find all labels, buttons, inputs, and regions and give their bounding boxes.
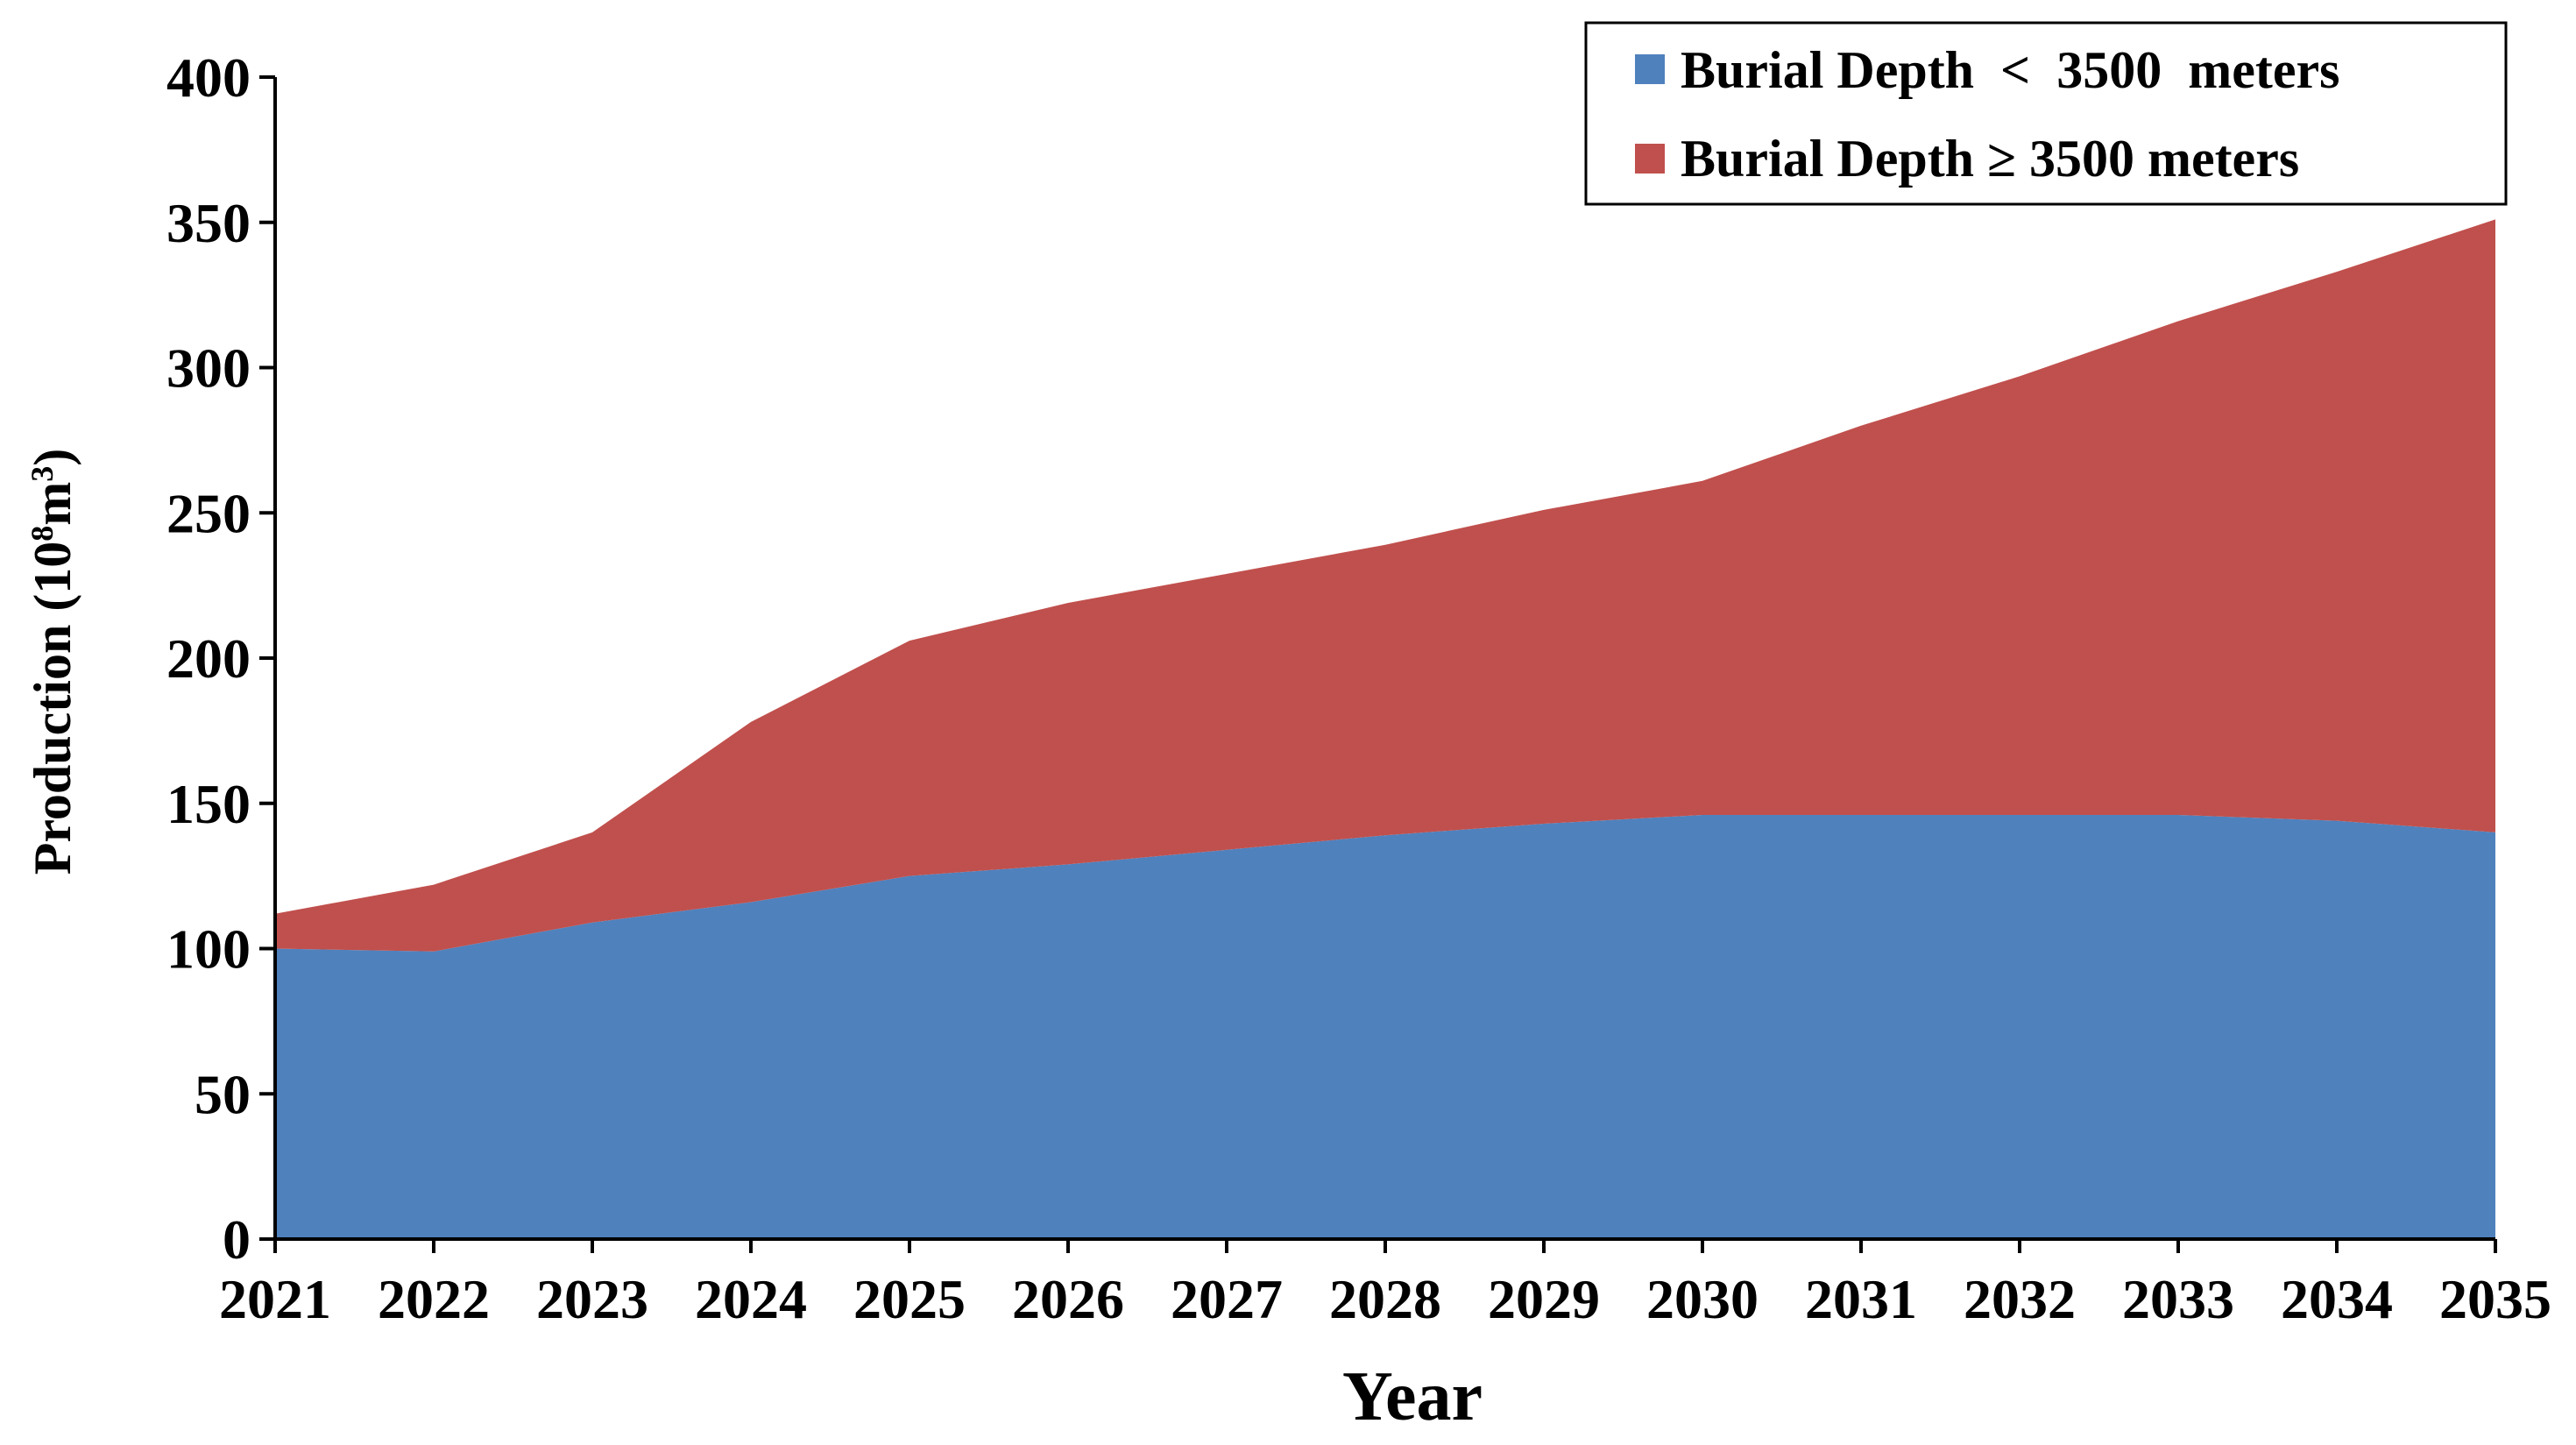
- x-tick-label: 2034: [2281, 1268, 2393, 1330]
- x-tick-label: 2031: [1805, 1268, 1917, 1330]
- legend-box: [1584, 21, 2508, 206]
- y-axis-title: Production (108m3): [24, 449, 81, 875]
- x-tick-label: 2022: [378, 1268, 490, 1330]
- x-tick-label: 2021: [219, 1268, 331, 1330]
- x-tick-label: 2023: [536, 1268, 648, 1330]
- x-tick-label: 2029: [1488, 1268, 1600, 1330]
- x-tick-label: 2035: [2439, 1268, 2551, 1330]
- y-tick-label: 0: [223, 1208, 251, 1271]
- x-tick-label: 2026: [1012, 1268, 1124, 1330]
- legend-label-deep: Burial Depth ≥ 3500 meters: [1681, 130, 2299, 188]
- area-series-deep: [275, 219, 2495, 952]
- x-tick-label: 2033: [2122, 1268, 2234, 1330]
- y-tick-label: 200: [166, 627, 251, 690]
- legend: Burial Depth < 3500 meters Burial Depth …: [1584, 21, 2508, 206]
- x-tick-label: 2024: [695, 1268, 807, 1330]
- x-ticks-group: 2021 2022 2023 2024 2025 2026 2027 2028 2029 2030…: [219, 1239, 2551, 1330]
- x-tick-label: 2027: [1171, 1268, 1283, 1330]
- y-tick-label: 300: [166, 337, 251, 400]
- area-series-shallow: [275, 815, 2495, 1239]
- x-tick-label: 2025: [853, 1268, 966, 1330]
- legend-swatch-deep: [1635, 144, 1665, 174]
- y-tick-label: 350: [166, 192, 251, 254]
- y-tick-label: 50: [195, 1063, 251, 1125]
- x-tick-label: 2028: [1329, 1268, 1441, 1330]
- area-series-group: [275, 219, 2495, 1239]
- y-axis-title-prefix: Production (10: [24, 542, 81, 875]
- x-axis-title: Year: [1342, 1358, 1483, 1435]
- y-tick-label: 150: [166, 773, 251, 835]
- y-tick-label: 400: [166, 46, 251, 109]
- y-axis-title-exponent-1: 8: [25, 526, 60, 542]
- legend-label-shallow: Burial Depth < 3500 meters: [1681, 41, 2339, 99]
- y-tick-label: 100: [166, 918, 251, 981]
- x-tick-label: 2030: [1646, 1268, 1759, 1330]
- y-tick-label: 250: [166, 482, 251, 544]
- y-ticks-group: 0 50 100 150 200 250 300 350 400: [166, 46, 275, 1271]
- x-tick-label: 2032: [1964, 1268, 2076, 1330]
- y-axis-title-exponent-2: 3: [25, 466, 60, 482]
- y-axis-title-mid: m: [24, 482, 81, 526]
- legend-swatch-shallow: [1635, 54, 1665, 84]
- y-axis-title-suffix: ): [24, 449, 81, 466]
